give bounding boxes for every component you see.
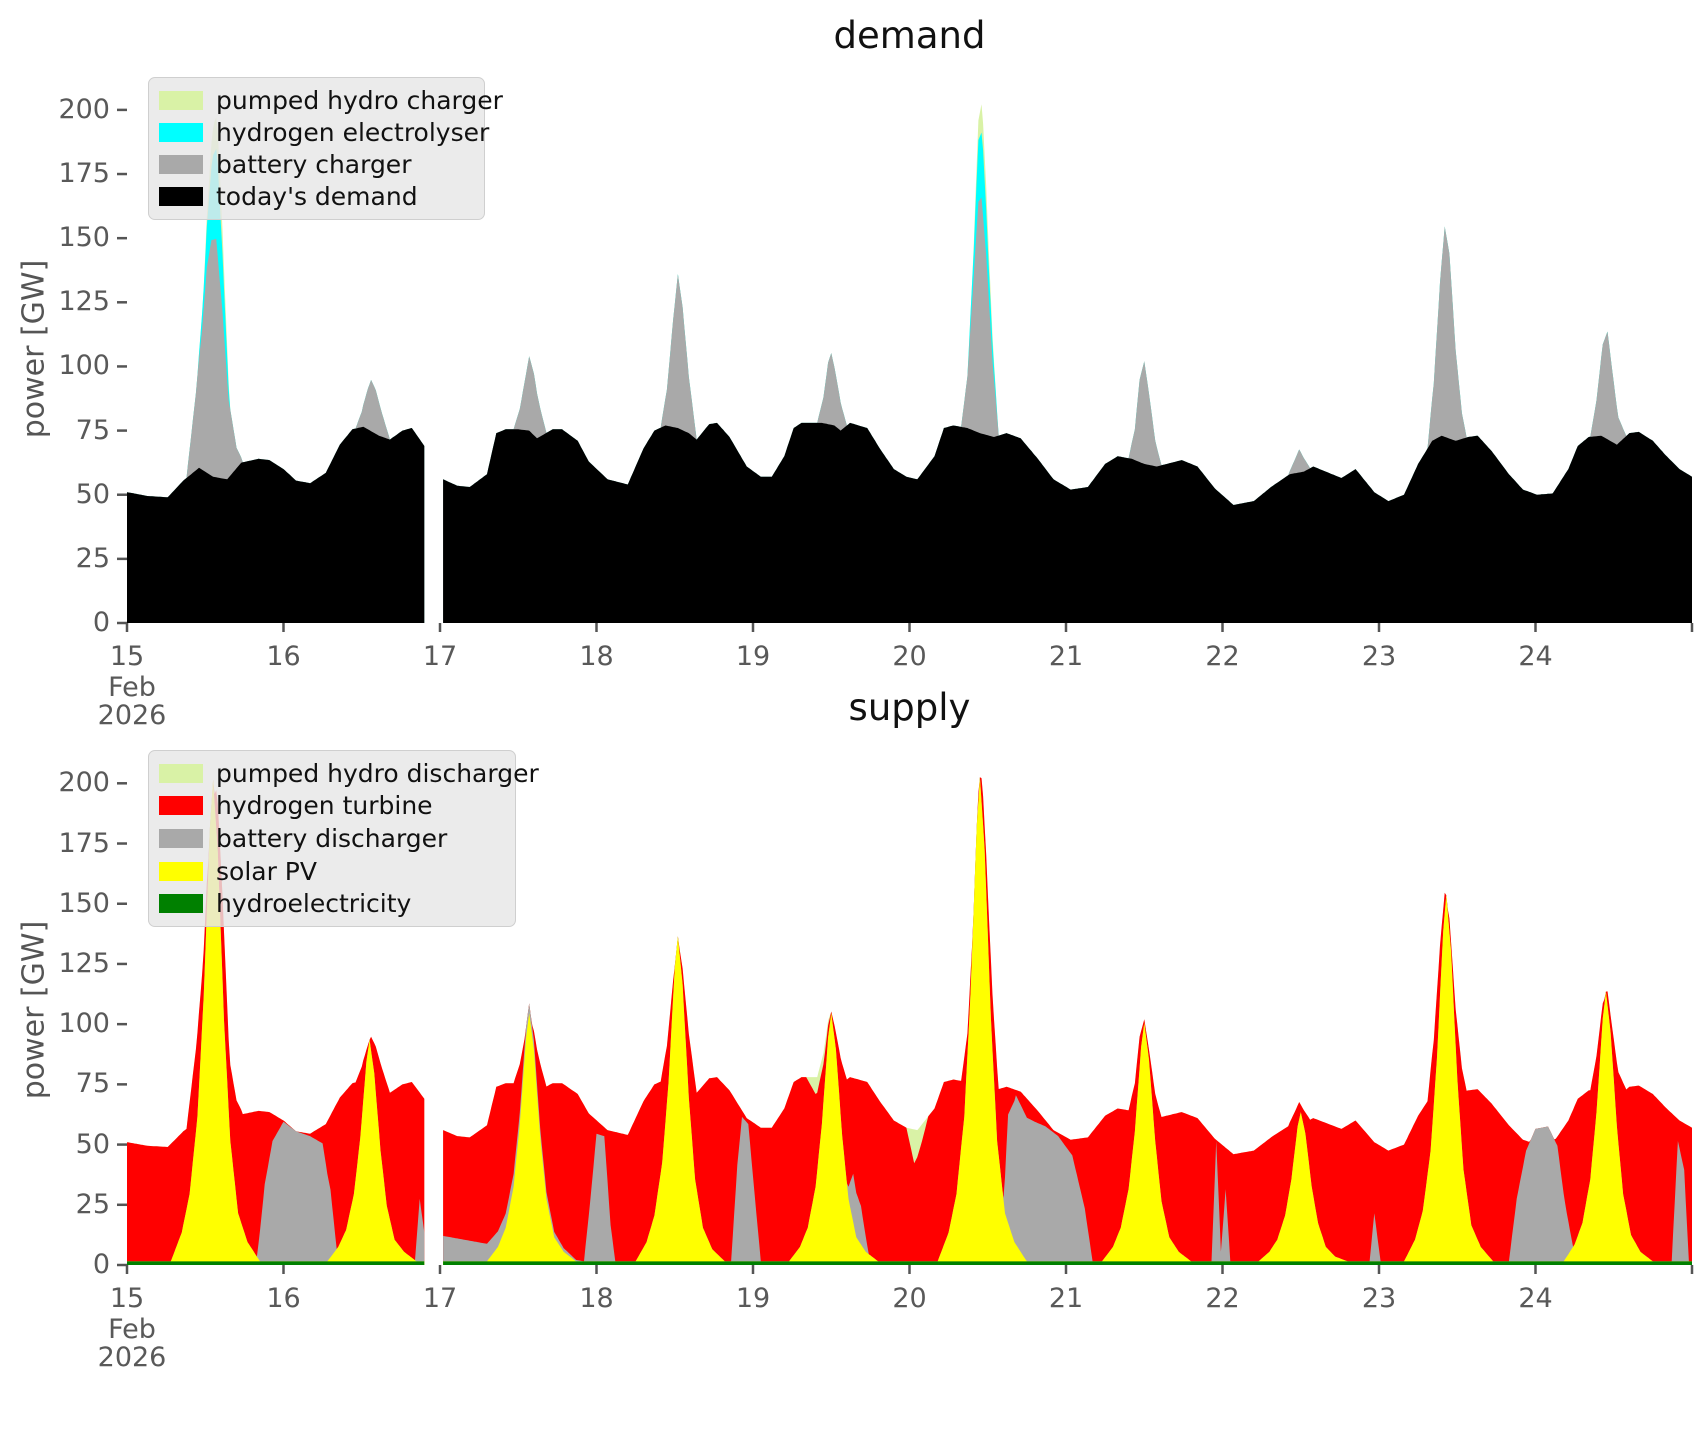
supply-area-hydrogen-turbine (443, 777, 1693, 1265)
x-tick-sublabel: Feb (108, 1314, 156, 1345)
demand-area-today-s-demand (127, 426, 425, 623)
hydroelectricity-swatch-icon (159, 894, 203, 914)
supply-chart-title: supply (848, 686, 971, 729)
supply-legend: pumped hydro discharger hydrogen turbine b… (148, 750, 539, 927)
legend-item-hydrogen-turbine: hydrogen turbine (159, 791, 505, 820)
solar-pv-swatch-icon (159, 861, 203, 881)
demand-axis-ticks (117, 108, 1694, 632)
battery-charger-swatch-icon (159, 155, 203, 175)
hydrogen-turbine-swatch-icon (159, 796, 203, 816)
y-tick-label: 0 (92, 1249, 110, 1280)
legend-item-today-s-demand: today's demand (159, 182, 474, 211)
legend-item-pumped-hydro-charger: pumped hydro charger (159, 86, 503, 115)
x-tick-label: 15 (109, 641, 145, 672)
demand-legend: pumped hydro charger hydrogen electrolyse… (148, 77, 503, 220)
demand-area-today-s-demand (443, 422, 1693, 623)
supply-area-hydroelectricity (127, 1261, 425, 1265)
x-tick-label: 23 (1361, 641, 1397, 672)
x-tick-label: 19 (735, 641, 771, 672)
y-tick-label: 75 (75, 1068, 110, 1100)
x-tick-label: 18 (579, 641, 614, 672)
legend-item-battery-charger: battery charger (159, 150, 474, 179)
x-tick-label: 20 (892, 641, 927, 672)
supply-area-solar-pv (443, 777, 1693, 1265)
y-tick-label: 175 (58, 158, 110, 190)
y-tick-label: 200 (58, 767, 110, 799)
supply-chart-area (127, 777, 1693, 1265)
x-tick-sublabel: 2026 (97, 700, 167, 731)
x-tick-label: 22 (1205, 1283, 1240, 1314)
x-tick-sublabel: 2026 (97, 1342, 167, 1373)
today-s-demand-swatch-icon (159, 187, 203, 207)
y-tick-label: 50 (75, 1128, 110, 1160)
x-tick-label: 20 (892, 1283, 927, 1314)
y-tick-label: 150 (58, 222, 110, 254)
x-tick-label: 22 (1205, 641, 1240, 672)
x-tick-label: 21 (1048, 641, 1084, 672)
pumped-hydro-charger-swatch-icon (159, 90, 203, 110)
legend-label: pumped hydro charger (216, 85, 503, 115)
legend-label: pumped hydro discharger (216, 758, 539, 788)
x-tick-label: 24 (1518, 641, 1553, 672)
y-tick-label: 125 (58, 947, 110, 979)
supply-area-solar-pv (127, 779, 425, 1265)
legend-item-hydrogen-electrolyser: hydrogen electrolyser (159, 118, 489, 147)
y-tick-label: 0 (92, 607, 110, 638)
x-tick-label: 16 (266, 1283, 301, 1314)
y-tick-label: 200 (58, 93, 110, 125)
y-tick-label: 75 (75, 414, 110, 446)
y-tick-label: 100 (58, 1008, 110, 1040)
x-tick-label: 17 (422, 641, 458, 672)
y-tick-label: 25 (75, 1188, 110, 1220)
battery-discharger-swatch-icon (159, 828, 203, 848)
y-tick-label: 50 (75, 478, 110, 510)
x-tick-label: 15 (109, 1283, 145, 1314)
y-tick-label: 150 (58, 887, 110, 919)
hydrogen-electrolyser-swatch-icon (159, 122, 203, 142)
x-tick-label: 23 (1361, 1283, 1397, 1314)
x-tick-label: 18 (579, 1283, 614, 1314)
legend-label: battery discharger (216, 823, 448, 853)
x-tick-label: 19 (735, 1283, 771, 1314)
y-tick-label: 25 (75, 542, 110, 574)
legend-item-solar-pv: solar PV (159, 857, 505, 886)
legend-label: hydroelectricity (216, 889, 412, 919)
x-tick-label: 21 (1048, 1283, 1084, 1314)
x-tick-label: 16 (266, 641, 301, 672)
legend-label: hydrogen electrolyser (216, 117, 490, 147)
x-tick-label: 17 (422, 1283, 458, 1314)
legend-label: hydrogen turbine (216, 791, 433, 821)
legend-label: battery charger (216, 150, 412, 180)
demand-chart-area (127, 104, 1693, 624)
legend-item-hydroelectricity: hydroelectricity (159, 889, 505, 918)
supply-area-hydroelectricity (443, 1261, 1693, 1265)
x-tick-sublabel: Feb (108, 672, 156, 703)
pumped-hydro-discharger-swatch-icon (159, 763, 203, 783)
y-tick-label: 100 (58, 350, 110, 382)
legend-label: today's demand (216, 182, 418, 212)
legend-item-battery-discharger: battery discharger (159, 824, 505, 853)
y-tick-label: 175 (58, 827, 110, 859)
x-tick-label: 24 (1518, 1283, 1553, 1314)
y-tick-label: 125 (58, 286, 110, 318)
demand-chart-title: demand (833, 14, 986, 57)
legend-item-pumped-hydro-discharger: pumped hydro discharger (159, 759, 539, 788)
legend-label: solar PV (216, 856, 317, 886)
supply-axis-ticks (117, 782, 1694, 1274)
